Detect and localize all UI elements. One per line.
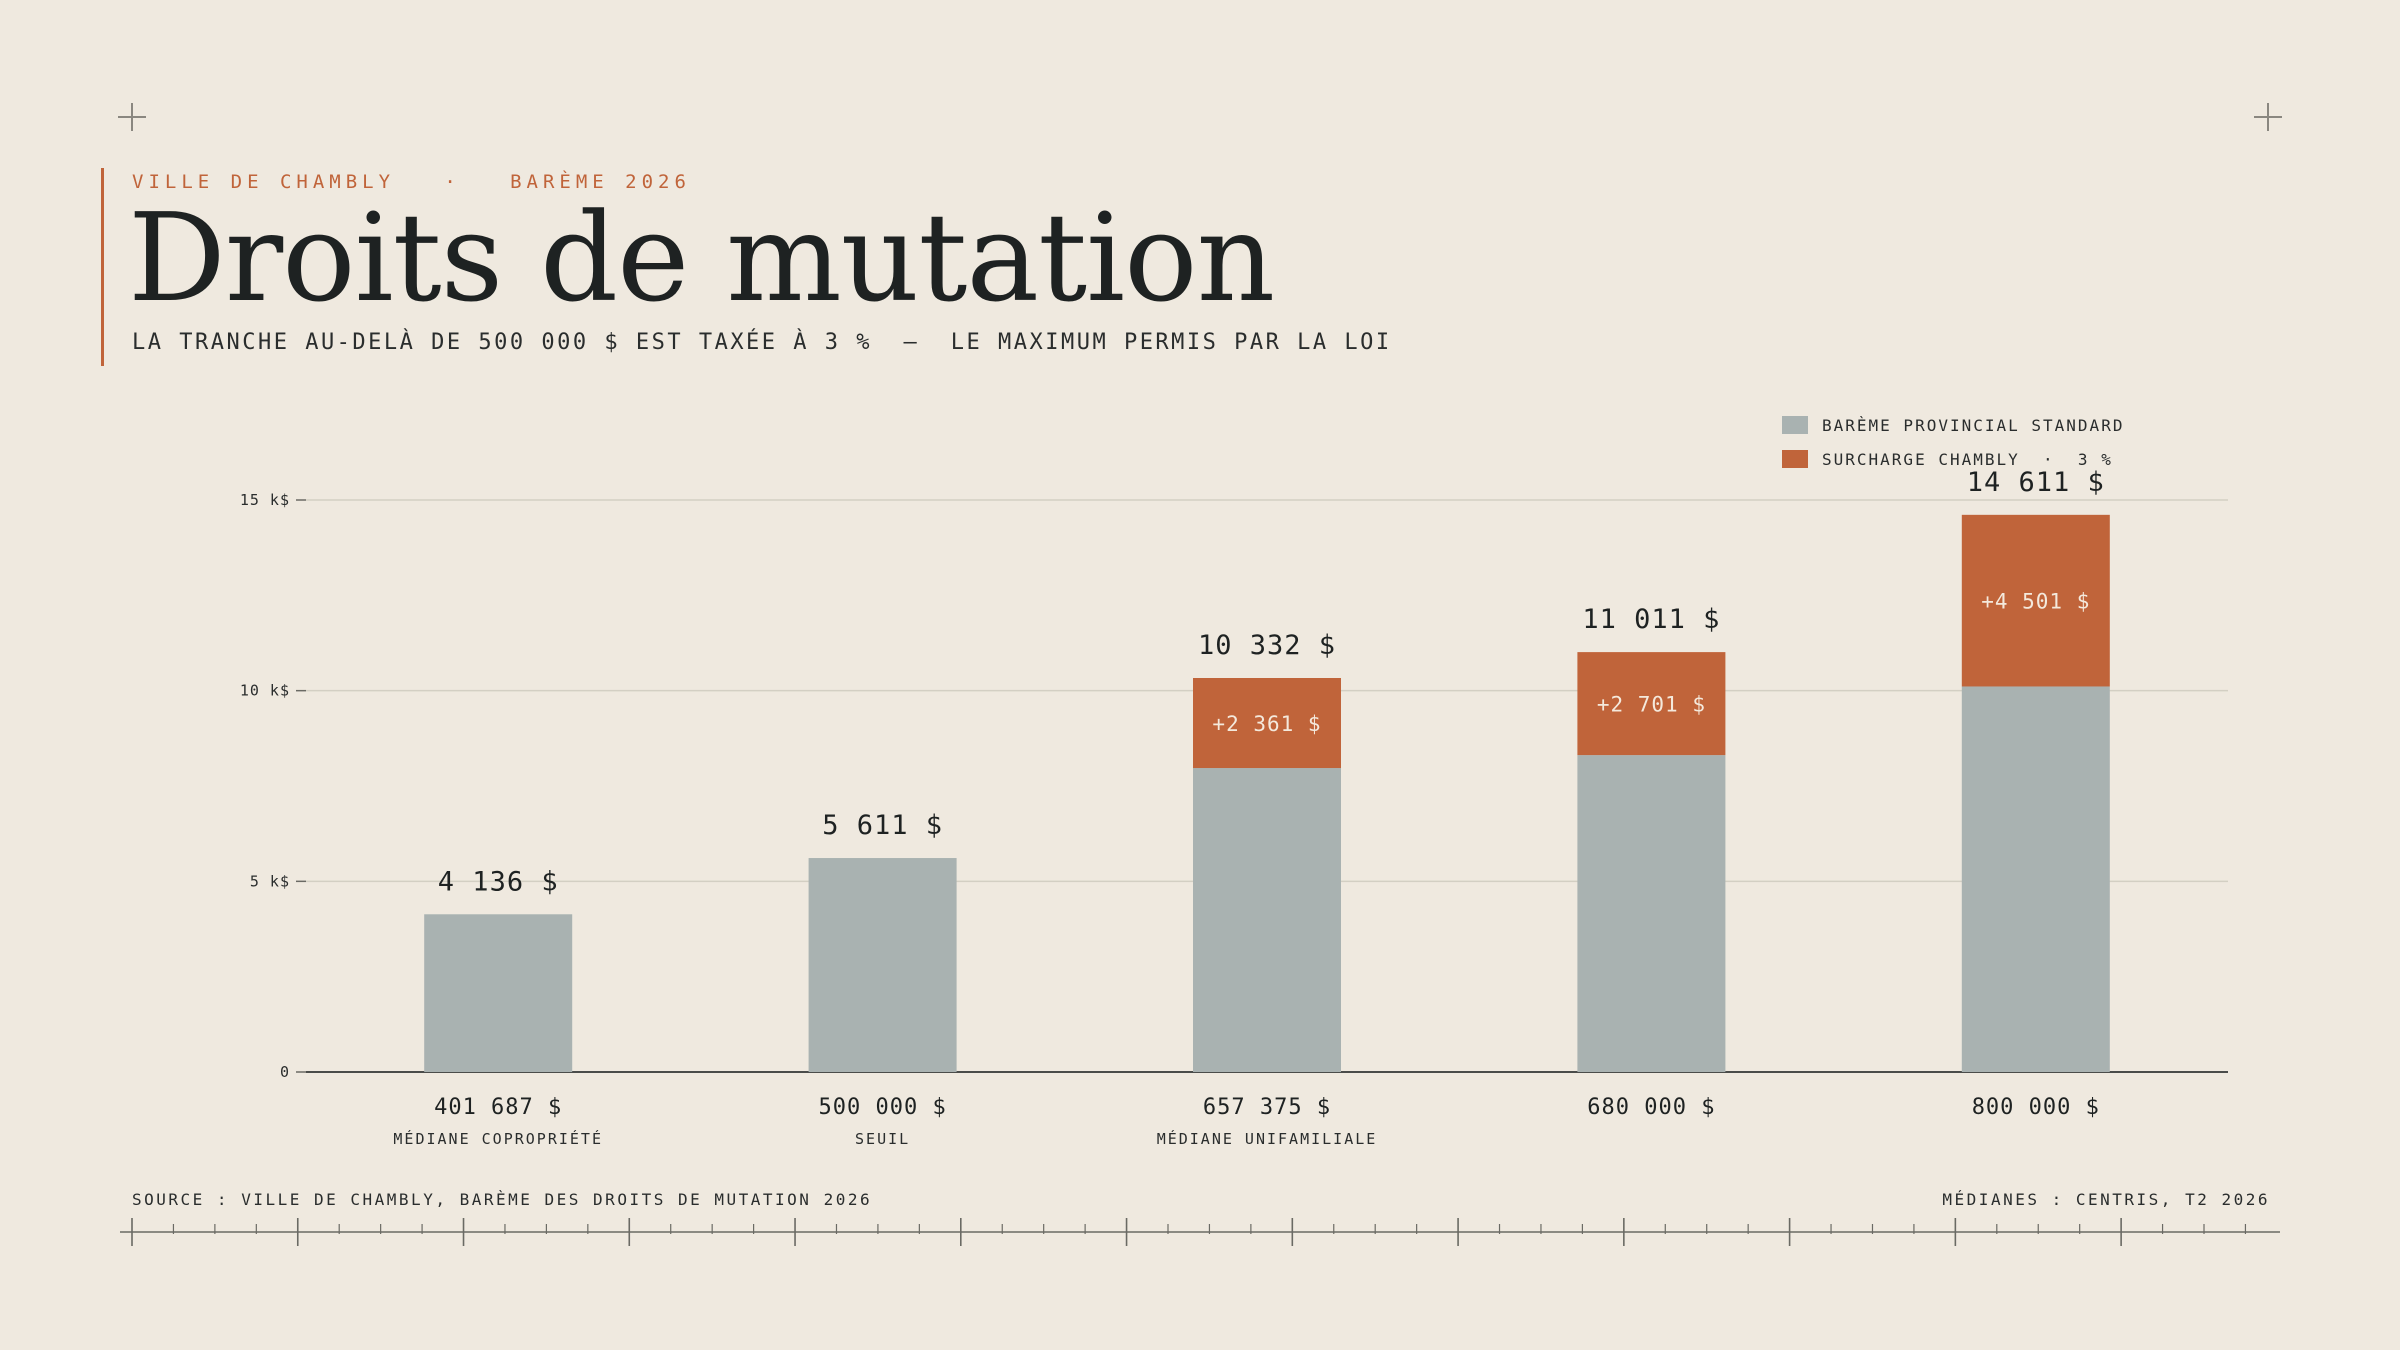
subtitle: LA TRANCHE AU-DELÀ DE 500 000 $ EST TAXÉ… xyxy=(132,330,1392,355)
surcharge-label: +2 701 $ xyxy=(1597,693,1706,717)
total-label: 10 332 $ xyxy=(1198,630,1336,661)
bar-surcharge xyxy=(1577,652,1726,756)
legend-label: SURCHARGE CHAMBLY · 3 % xyxy=(1822,449,2113,469)
bar-provincial xyxy=(1193,768,1341,1072)
total-label: 4 136 $ xyxy=(438,866,559,897)
corner-crosshair-icon xyxy=(118,103,146,131)
bar-provincial xyxy=(424,914,573,1072)
source-note: SOURCE : VILLE DE CHAMBLY, BARÈME DES DR… xyxy=(132,1190,873,1209)
y-tick-label: 15 k$ xyxy=(240,491,290,509)
surcharge-label: +4 501 $ xyxy=(1981,590,2090,614)
chart-legend: BARÈME PROVINCIAL STANDARD SURCHARGE CHA… xyxy=(1782,408,2124,476)
title-accent-bar xyxy=(101,168,104,366)
kicker: VILLE DE CHAMBLY · BARÈME 2026 xyxy=(132,171,691,193)
x-tick-sublabel: MÉDIANE COPROPRIÉTÉ xyxy=(393,1129,603,1148)
legend-swatch-provincial xyxy=(1782,416,1808,434)
x-tick-label: 500 000 $ xyxy=(818,1095,946,1120)
x-tick-sublabel: SEUIL xyxy=(855,1130,910,1148)
bar-surcharge xyxy=(1961,514,2110,687)
corner-crosshair-icon xyxy=(2254,103,2282,131)
x-tick-label: 680 000 $ xyxy=(1587,1095,1715,1120)
total-label: 5 611 $ xyxy=(822,810,943,841)
x-tick-label: 657 375 $ xyxy=(1203,1095,1331,1120)
legend-swatch-surcharge xyxy=(1782,450,1808,468)
legend-item-surcharge: SURCHARGE CHAMBLY · 3 % xyxy=(1782,442,2124,476)
x-tick-label: 401 687 $ xyxy=(434,1095,562,1120)
y-tick-label: 5 k$ xyxy=(250,872,290,890)
page-title: Droits de mutation xyxy=(128,187,1275,329)
x-tick-label: 800 000 $ xyxy=(1972,1095,2100,1120)
bar-provincial xyxy=(808,858,957,1072)
bar-provincial xyxy=(1577,755,1726,1072)
legend-label: BARÈME PROVINCIAL STANDARD xyxy=(1822,415,2125,435)
total-label: 14 611 $ xyxy=(1967,467,2105,498)
medians-note: MÉDIANES : CENTRIS, T2 2026 xyxy=(1942,1190,2270,1209)
y-tick-label: 10 k$ xyxy=(240,682,290,700)
bar-surcharge xyxy=(1193,678,1341,769)
legend-item-provincial: BARÈME PROVINCIAL STANDARD xyxy=(1782,408,2124,442)
x-tick-sublabel: MÉDIANE UNIFAMILIALE xyxy=(1157,1129,1378,1148)
bar-provincial xyxy=(1961,686,2110,1072)
total-label: 11 011 $ xyxy=(1582,604,1720,635)
surcharge-label: +2 361 $ xyxy=(1212,712,1321,736)
y-tick-label: 0 xyxy=(280,1063,290,1081)
